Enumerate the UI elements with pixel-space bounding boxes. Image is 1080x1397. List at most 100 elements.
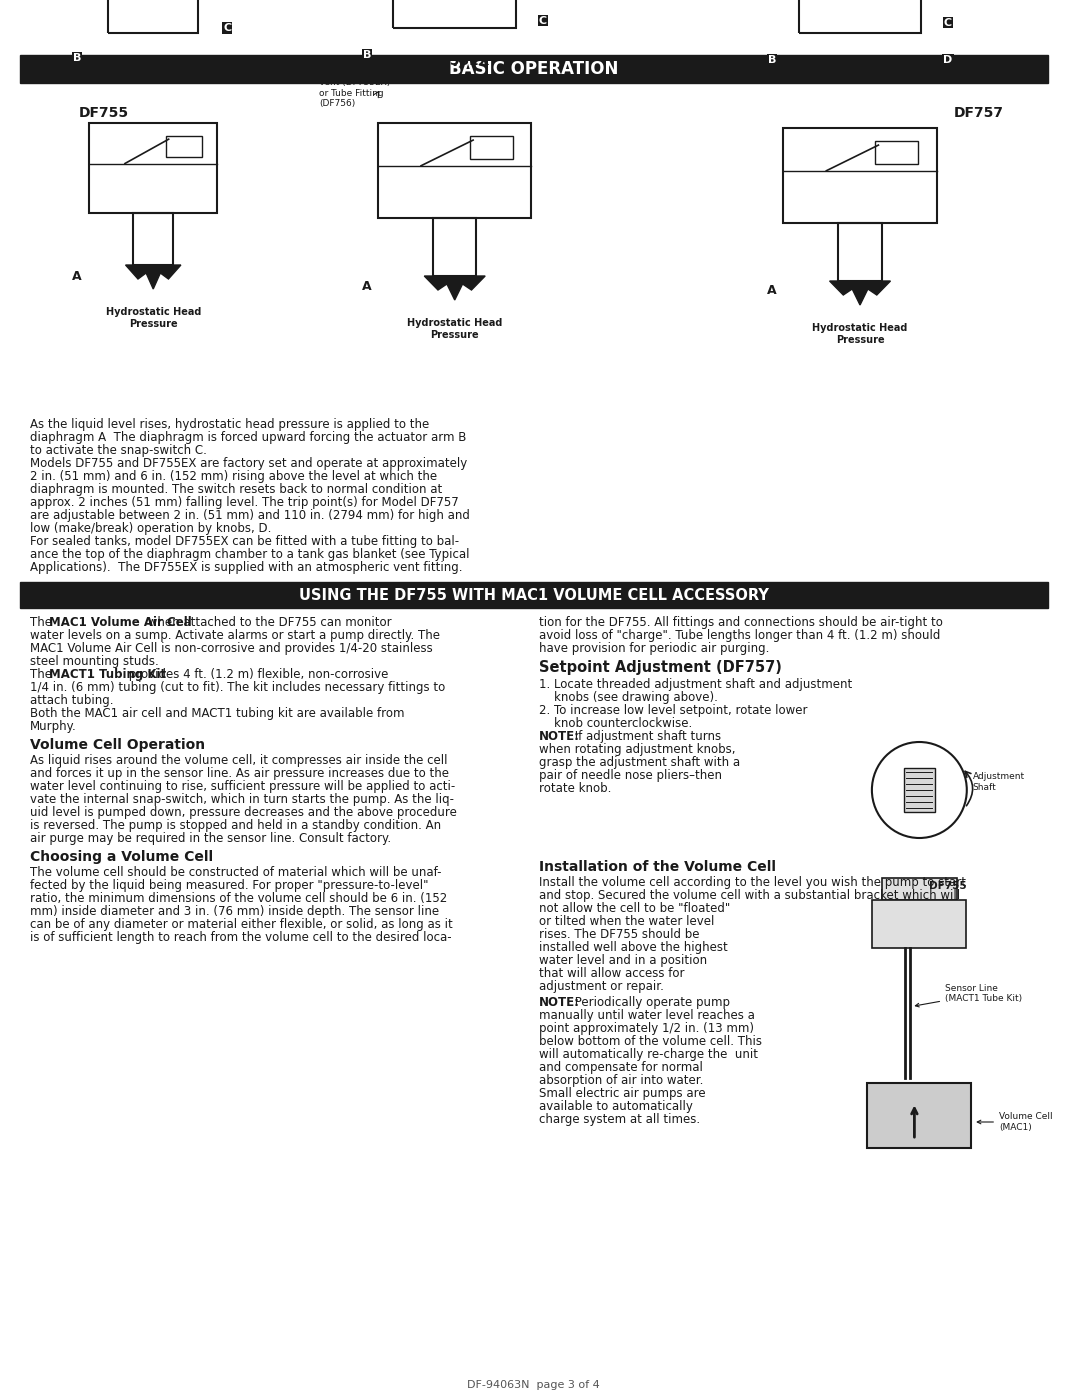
Text: NOTE:: NOTE:	[539, 731, 580, 743]
Text: have provision for periodic air purging.: have provision for periodic air purging.	[539, 643, 769, 655]
Text: when rotating adjustment knobs,: when rotating adjustment knobs,	[539, 743, 735, 756]
Text: DF757: DF757	[954, 106, 1004, 120]
Bar	[19, 54, 1048, 82]
Text: water levels on a sump. Activate alarms or start a pump directly. The: water levels on a sump. Activate alarms …	[29, 629, 440, 643]
Text: Both the MAC1 air cell and MACT1 tubing kit are available from: Both the MAC1 air cell and MACT1 tubing …	[29, 707, 404, 719]
Bar	[876, 141, 918, 163]
Text: are adjustable between 2 in. (51 mm) and 110 in. (2794 mm) for high and: are adjustable between 2 in. (51 mm) and…	[29, 509, 470, 522]
Text: USING THE DF755 WITH MAC1 VOLUME CELL ACCESSORY: USING THE DF755 WITH MAC1 VOLUME CELL AC…	[299, 588, 769, 602]
Text: ance the top of the diaphragm chamber to a tank gas blanket (see Typical: ance the top of the diaphragm chamber to…	[29, 548, 469, 562]
Text: Sensor Line
(MACT1 Tube Kit): Sensor Line (MACT1 Tube Kit)	[916, 983, 1022, 1007]
Text: point approximately 1/2 in. (13 mm): point approximately 1/2 in. (13 mm)	[539, 1023, 754, 1035]
Bar	[783, 129, 936, 224]
Text: is reversed. The pump is stopped and held in a standby condition. An: is reversed. The pump is stopped and hel…	[29, 819, 441, 833]
Text: Hydrostatic Head
Pressure: Hydrostatic Head Pressure	[407, 319, 502, 339]
Text: when attached to the DF755 can monitor: when attached to the DF755 can monitor	[144, 616, 392, 629]
Polygon shape	[829, 281, 891, 305]
Text: The volume cell should be constructed of material which will be unaf-: The volume cell should be constructed of…	[29, 866, 441, 879]
Text: MAC1 Volume Air Cell: MAC1 Volume Air Cell	[49, 616, 191, 629]
Text: B: B	[73, 53, 81, 63]
Text: For sealed tanks, model DF755EX can be fitted with a tube fitting to bal-: For sealed tanks, model DF755EX can be f…	[29, 535, 459, 548]
Text: fected by the liquid being measured. For proper "pressure-to-level": fected by the liquid being measured. For…	[29, 879, 428, 893]
Text: can be of any diameter or material either flexible, or solid, as long as it: can be of any diameter or material eithe…	[29, 918, 453, 930]
Bar	[393, 0, 516, 28]
Text: As the liquid level rises, hydrostatic head pressure is applied to the: As the liquid level rises, hydrostatic h…	[29, 418, 429, 432]
Text: absorption of air into water.: absorption of air into water.	[539, 1074, 703, 1087]
Text: A: A	[362, 279, 372, 292]
Text: tion for the DF755. All fittings and connections should be air-tight to: tion for the DF755. All fittings and con…	[539, 616, 943, 629]
Text: Applications).  The DF755EX is supplied with an atmospheric vent fitting.: Applications). The DF755EX is supplied w…	[29, 562, 462, 574]
Text: A: A	[72, 271, 82, 284]
Bar	[838, 224, 881, 281]
Text: MAC1 Volume Air Cell is non-corrosive and provides 1/4-20 stainless: MAC1 Volume Air Cell is non-corrosive an…	[29, 643, 432, 655]
Text: Periodically operate pump: Periodically operate pump	[571, 996, 730, 1009]
Text: diaphragm is mounted. The switch resets back to normal condition at: diaphragm is mounted. The switch resets …	[29, 483, 442, 496]
Text: vate the internal snap-switch, which in turn starts the pump. As the liq-: vate the internal snap-switch, which in …	[29, 793, 454, 806]
Text: grasp the adjustment shaft with a: grasp the adjustment shaft with a	[539, 756, 740, 768]
Text: uid level is pumped down, pressure decreases and the above procedure: uid level is pumped down, pressure decre…	[29, 806, 457, 819]
Text: Volume Cell
(MAC1): Volume Cell (MAC1)	[977, 1112, 1053, 1132]
Text: approx. 2 inches (51 mm) falling level. The trip point(s) for Model DF757: approx. 2 inches (51 mm) falling level. …	[29, 496, 458, 509]
Text: water level continuing to rise, sufficient pressure will be applied to acti-: water level continuing to rise, sufficie…	[29, 780, 455, 793]
Text: Installation of the Volume Cell: Installation of the Volume Cell	[539, 861, 775, 875]
Bar	[867, 1083, 971, 1148]
Text: below bottom of the volume cell. This: below bottom of the volume cell. This	[539, 1035, 761, 1048]
Text: water level and in a position: water level and in a position	[539, 954, 707, 967]
Text: rotate knob.: rotate knob.	[539, 782, 611, 795]
Text: DF-94063N  page 3 of 4: DF-94063N page 3 of 4	[468, 1380, 600, 1390]
Bar	[470, 137, 513, 159]
Text: rises. The DF755 should be: rises. The DF755 should be	[539, 928, 699, 942]
Polygon shape	[125, 265, 181, 289]
Text: provides 4 ft. (1.2 m) flexible, non-corrosive: provides 4 ft. (1.2 m) flexible, non-cor…	[125, 668, 389, 680]
Bar	[904, 768, 935, 812]
Bar	[166, 136, 202, 158]
Text: manually until water level reaches a: manually until water level reaches a	[539, 1009, 755, 1023]
Text: to activate the snap-switch C.: to activate the snap-switch C.	[29, 444, 206, 457]
Text: A: A	[767, 285, 777, 298]
Text: low (make/break) operation by knobs, D.: low (make/break) operation by knobs, D.	[29, 522, 271, 535]
Text: Hydrostatic Head
Pressure: Hydrostatic Head Pressure	[812, 323, 907, 345]
Text: DF755: DF755	[929, 882, 967, 891]
Text: Hydrostatic Head
Pressure: Hydrostatic Head Pressure	[106, 307, 201, 328]
Text: mm) inside diameter and 3 in. (76 mm) inside depth. The sensor line: mm) inside diameter and 3 in. (76 mm) in…	[29, 905, 438, 918]
Text: will automatically re-charge the  unit: will automatically re-charge the unit	[539, 1048, 758, 1060]
Text: B: B	[363, 50, 370, 60]
Text: BASIC OPERATION: BASIC OPERATION	[449, 60, 619, 78]
Bar	[89, 123, 217, 212]
Text: and stop. Secured the volume cell with a substantial bracket which will: and stop. Secured the volume cell with a…	[539, 888, 960, 902]
Text: and forces it up in the sensor line. As air pressure increases due to the: and forces it up in the sensor line. As …	[29, 767, 448, 780]
Text: 1. Locate threaded adjustment shaft and adjustment: 1. Locate threaded adjustment shaft and …	[539, 678, 852, 692]
Bar	[433, 218, 476, 277]
Text: attach tubing.: attach tubing.	[29, 694, 113, 707]
Text: The: The	[29, 616, 55, 629]
Text: ratio, the minimum dimensions of the volume cell should be 6 in. (152: ratio, the minimum dimensions of the vol…	[29, 893, 447, 905]
Text: MACT1 Tubing Kit: MACT1 Tubing Kit	[49, 668, 166, 680]
Text: adjustment or repair.: adjustment or repair.	[539, 981, 663, 993]
Text: pair of needle nose pliers–then: pair of needle nose pliers–then	[539, 768, 721, 782]
Text: available to automatically: available to automatically	[539, 1099, 692, 1113]
Text: Choosing a Volume Cell: Choosing a Volume Cell	[29, 849, 213, 863]
Text: knobs (see drawing above).: knobs (see drawing above).	[539, 692, 717, 704]
Text: DF755: DF755	[79, 106, 130, 120]
Text: As liquid rises around the volume cell, it compresses air inside the cell: As liquid rises around the volume cell, …	[29, 754, 447, 767]
Text: Models DF755 and DF755EX are factory set and operate at approximately: Models DF755 and DF755EX are factory set…	[29, 457, 467, 469]
Bar	[378, 123, 531, 218]
Text: that will allow access for: that will allow access for	[539, 967, 685, 981]
Text: is of sufficient length to reach from the volume cell to the desired loca-: is of sufficient length to reach from th…	[29, 930, 451, 944]
Text: C: C	[944, 18, 953, 28]
Text: 1/4 in. (6 mm) tubing (cut to fit). The kit includes necessary fittings to: 1/4 in. (6 mm) tubing (cut to fit). The …	[29, 680, 445, 694]
Text: Adjustment
Shaft: Adjustment Shaft	[973, 773, 1025, 792]
Text: Murphy.: Murphy.	[29, 719, 77, 733]
Text: Setpoint Adjustment (DF757): Setpoint Adjustment (DF757)	[539, 659, 782, 675]
Bar	[134, 212, 173, 265]
Text: 2 in. (51 mm) and 6 in. (152 mm) rising above the level at which the: 2 in. (51 mm) and 6 in. (152 mm) rising …	[29, 469, 436, 483]
Text: Volume Cell Operation: Volume Cell Operation	[29, 738, 205, 752]
Text: avoid loss of "charge". Tube lengths longer than 4 ft. (1.2 m) should: avoid loss of "charge". Tube lengths lon…	[539, 629, 940, 643]
Text: Install the volume cell according to the level you wish the pump to start: Install the volume cell according to the…	[539, 876, 966, 888]
Text: The: The	[29, 668, 55, 680]
Text: installed well above the highest: installed well above the highest	[539, 942, 728, 954]
Bar	[799, 0, 921, 34]
Bar	[19, 583, 1048, 608]
Text: NOTE:: NOTE:	[539, 996, 580, 1009]
Text: or tilted when the water level: or tilted when the water level	[539, 915, 714, 928]
